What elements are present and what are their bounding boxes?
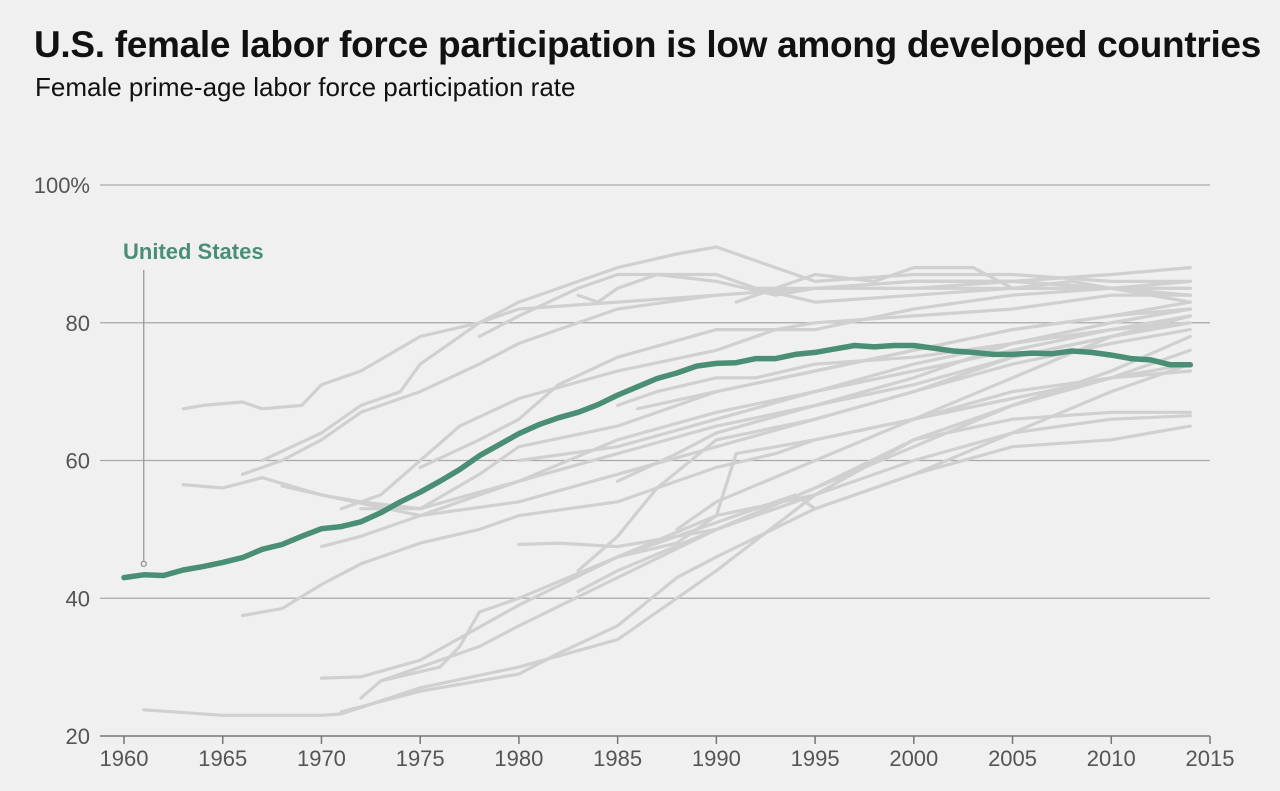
x-tick-label: 2015 (1186, 746, 1235, 771)
country-line-24 (635, 300, 1192, 411)
country-line-25 (517, 314, 1192, 463)
x-tick-label: 1960 (100, 746, 149, 771)
chart-title: U.S. female labor force participation is… (34, 24, 1261, 65)
y-tick-label: 80 (66, 311, 90, 336)
x-tick-label: 2000 (889, 746, 938, 771)
other-countries-lines (142, 245, 1192, 717)
chart-subtitle: Female prime-age labor force participati… (35, 72, 576, 102)
country-line-8 (576, 334, 1192, 593)
country-line-28 (635, 362, 1192, 552)
x-tick-label: 1985 (593, 746, 642, 771)
country-line-10 (181, 328, 1192, 518)
country-line-6 (379, 362, 1192, 683)
x-tick-label: 1990 (692, 746, 741, 771)
country-line-4 (359, 414, 1192, 700)
x-tick-label: 1975 (396, 746, 445, 771)
country-line-19 (477, 272, 1192, 339)
y-tick-label: 20 (66, 724, 90, 749)
grid-lines (100, 184, 1210, 599)
country-line-21 (734, 266, 1192, 304)
x-tick-label: 2010 (1087, 746, 1136, 771)
x-axis: 1960 1965 1970 1975 1980 1985 1990 1995 2000 2005… (100, 735, 1235, 771)
country-line-27 (675, 314, 1192, 531)
country-line-22 (754, 266, 1192, 290)
country-line-26 (616, 307, 1192, 483)
country-line-2 (339, 424, 1192, 714)
x-tick-label: 1995 (791, 746, 840, 771)
united-states-label: United States (123, 239, 264, 264)
country-line-16 (260, 245, 1192, 463)
x-tick-label: 1970 (297, 746, 346, 771)
y-tick-label: 100% (34, 173, 90, 198)
y-tick-label: 40 (66, 586, 90, 611)
y-axis-tick-labels: 20 40 60 80 100% (34, 173, 90, 749)
y-tick-label: 60 (66, 449, 90, 474)
united-states-line (121, 342, 1194, 581)
x-tick-label: 2005 (988, 746, 1037, 771)
country-line-17 (339, 293, 1192, 511)
united-states-series (121, 342, 1194, 581)
united-states-annotation: United States (123, 239, 264, 567)
country-line-18 (418, 286, 1192, 469)
x-tick-label: 1965 (198, 746, 247, 771)
annotation-anchor-dot (140, 560, 147, 567)
country-line-5 (240, 369, 1192, 618)
x-tick-label: 1980 (494, 746, 543, 771)
